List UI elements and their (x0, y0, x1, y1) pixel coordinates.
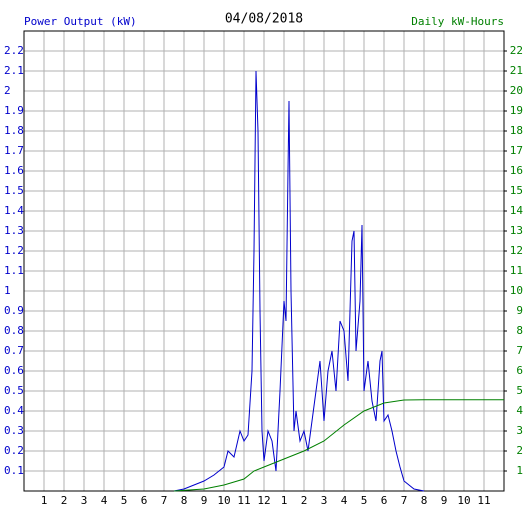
x-tick-label: 9 (441, 494, 448, 507)
y2-tick-label: 13 (510, 224, 523, 237)
y2-tick-label: 16 (510, 164, 523, 177)
y-tick-label: 1.7 (4, 144, 24, 157)
y-tick-label: 1.1 (4, 264, 24, 277)
y2-tick-label: 20 (510, 84, 523, 97)
y2-tick-label: 17 (510, 144, 523, 157)
y-tick-label: 2 (4, 84, 11, 97)
y-tick-label: 1.6 (4, 164, 24, 177)
y-tick-label: 1.4 (4, 204, 24, 217)
y-tick-label: 1.9 (4, 104, 24, 117)
x-tick-label: 1 (281, 494, 288, 507)
x-tick-label: 7 (401, 494, 408, 507)
y-tick-label: 0.7 (4, 344, 24, 357)
x-tick-label: 8 (181, 494, 188, 507)
y-tick-label: 0.9 (4, 304, 24, 317)
y-tick-label: 1.8 (4, 124, 24, 137)
y2-tick-label: 1 (516, 464, 523, 477)
x-tick-label: 5 (361, 494, 368, 507)
x-tick-label: 2 (301, 494, 308, 507)
y2-axis-label: Daily kW-Hours (411, 15, 504, 28)
x-tick-label: 4 (101, 494, 108, 507)
y-tick-label: 0.1 (4, 464, 24, 477)
y-tick-label: 0.8 (4, 324, 24, 337)
y-axis-label: Power Output (kW) (24, 15, 137, 28)
x-tick-label: 6 (381, 494, 388, 507)
y-tick-label: 0.3 (4, 424, 24, 437)
y2-tick-label: 5 (516, 384, 523, 397)
y-tick-label: 1.3 (4, 224, 24, 237)
x-tick-label: 1 (41, 494, 48, 507)
y2-tick-label: 6 (516, 364, 523, 377)
x-tick-label: 4 (341, 494, 348, 507)
y2-tick-label: 3 (516, 424, 523, 437)
y-tick-label: 2.1 (4, 64, 24, 77)
series-line (173, 399, 504, 492)
y2-tick-label: 12 (510, 244, 523, 257)
y-tick-label: 1 (4, 284, 11, 297)
y-tick-label: 0.4 (4, 404, 24, 417)
y2-tick-label: 14 (510, 204, 524, 217)
x-tick-label: 2 (61, 494, 68, 507)
y2-tick-label: 21 (510, 64, 523, 77)
series-line (173, 70, 425, 492)
x-tick-label: 8 (421, 494, 428, 507)
y-tick-label: 2.2 (4, 44, 24, 57)
x-tick-label: 3 (81, 494, 88, 507)
y2-tick-label: 4 (516, 404, 523, 417)
y-tick-label: 0.2 (4, 444, 24, 457)
x-tick-label: 12 (257, 494, 270, 507)
x-tick-label: 10 (217, 494, 230, 507)
x-tick-label: 5 (121, 494, 128, 507)
x-tick-label: 10 (457, 494, 470, 507)
y2-tick-label: 10 (510, 284, 523, 297)
x-tick-label: 7 (161, 494, 168, 507)
x-tick-label: 3 (321, 494, 328, 507)
plot-frame (23, 30, 505, 492)
y2-tick-label: 19 (510, 104, 523, 117)
y2-tick-label: 15 (510, 184, 523, 197)
y-tick-label: 0.6 (4, 364, 24, 377)
x-tick-label: 9 (201, 494, 208, 507)
y2-tick-label: 7 (516, 344, 523, 357)
x-tick-label: 11 (477, 494, 490, 507)
chart-title: 04/08/2018 (225, 12, 303, 27)
y-tick-label: 1.5 (4, 184, 24, 197)
y2-tick-label: 18 (510, 124, 523, 137)
x-tick-label: 6 (141, 494, 148, 507)
y2-tick-label: 22 (510, 44, 523, 57)
y2-tick-label: 11 (510, 264, 523, 277)
x-tick-label: 11 (237, 494, 250, 507)
y2-tick-label: 9 (516, 304, 523, 317)
y-tick-label: 1.2 (4, 244, 24, 257)
y-tick-label: 0.5 (4, 384, 24, 397)
y2-tick-label: 2 (516, 444, 523, 457)
y2-tick-label: 8 (516, 324, 523, 337)
